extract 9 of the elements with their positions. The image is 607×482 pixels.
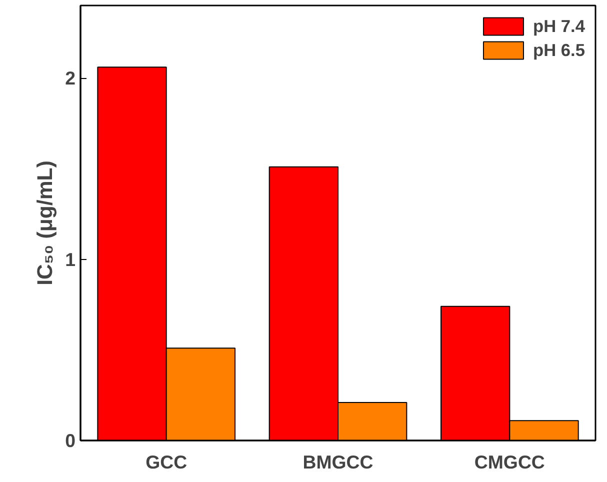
- y-tick-label: 1: [65, 248, 76, 270]
- x-tick-label: GCC: [146, 452, 188, 472]
- y-tick-label: 0: [65, 430, 76, 451]
- x-tick-label: CMGCC: [474, 452, 545, 472]
- legend-label: pH 6.5: [532, 40, 585, 60]
- x-tick-label: BMGCC: [302, 452, 374, 472]
- legend-label: pH 7.4: [532, 16, 585, 36]
- y-axis-title: IC₅₀ (μg/mL): [33, 160, 58, 286]
- y-tick-label: 2: [65, 68, 76, 88]
